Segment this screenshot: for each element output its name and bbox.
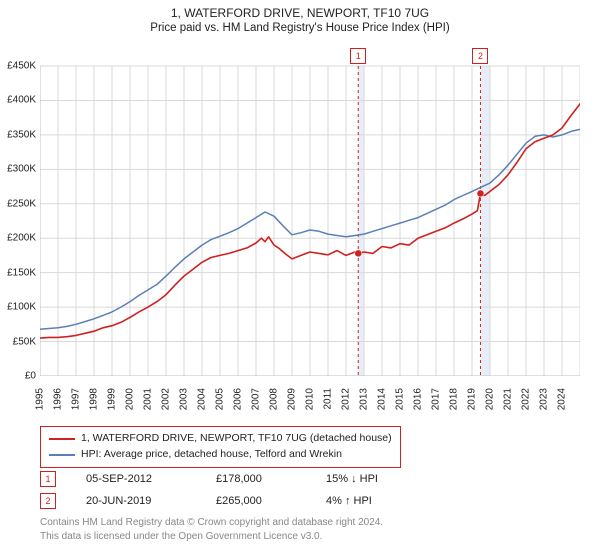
legend-label: 1, WATERFORD DRIVE, NEWPORT, TF10 7UG (d… xyxy=(81,431,392,447)
x-tick-label: 2016 xyxy=(413,388,424,410)
footer-line-1: Contains HM Land Registry data © Crown c… xyxy=(40,516,383,530)
x-tick-label: 2020 xyxy=(485,388,496,410)
x-tick-label: 2018 xyxy=(449,388,460,410)
sales-table: 1 05-SEP-2012 £178,000 15% ↓ HPI 2 20-JUN-201… xyxy=(40,468,416,512)
x-tick-label: 2017 xyxy=(431,388,442,410)
x-tick-label: 2023 xyxy=(539,388,550,410)
x-tick-label: 2010 xyxy=(305,388,316,410)
x-tick-label: 2015 xyxy=(395,388,406,410)
y-tick-label: £250K xyxy=(7,198,36,209)
sale-marker: 1 xyxy=(40,471,56,487)
x-tick-label: 2004 xyxy=(197,388,208,410)
sale-marker: 2 xyxy=(40,493,56,509)
title-address: 1, WATERFORD DRIVE, NEWPORT, TF10 7UG xyxy=(0,0,600,20)
sale-price: £178,000 xyxy=(216,473,296,485)
y-tick-label: £300K xyxy=(7,164,36,175)
x-tick-label: 2001 xyxy=(143,388,154,410)
x-tick-label: 2024 xyxy=(557,388,568,410)
y-tick-label: £50K xyxy=(13,336,36,347)
footer: Contains HM Land Registry data © Crown c… xyxy=(40,516,383,543)
title-subtitle: Price paid vs. HM Land Registry's House … xyxy=(0,20,600,34)
footer-line-2: This data is licensed under the Open Gov… xyxy=(40,530,383,544)
x-tick-label: 2007 xyxy=(251,388,262,410)
y-tick-label: £200K xyxy=(7,233,36,244)
x-tick-label: 1997 xyxy=(71,388,82,410)
legend: 1, WATERFORD DRIVE, NEWPORT, TF10 7UG (d… xyxy=(40,426,401,468)
titles: 1, WATERFORD DRIVE, NEWPORT, TF10 7UG Pr… xyxy=(0,0,600,34)
x-tick-label: 2011 xyxy=(323,388,334,410)
y-tick-label: £400K xyxy=(7,95,36,106)
sale-price: £265,000 xyxy=(216,495,296,507)
x-tick-label: 2013 xyxy=(359,388,370,410)
legend-item: HPI: Average price, detached house, Telf… xyxy=(49,447,392,463)
x-tick-label: 2009 xyxy=(287,388,298,410)
x-tick-label: 2003 xyxy=(179,388,190,410)
x-tick-label: 1995 xyxy=(35,388,46,410)
x-tick-label: 1999 xyxy=(107,388,118,410)
sale-row: 2 20-JUN-2019 £265,000 4% ↑ HPI xyxy=(40,490,416,512)
sale-row: 1 05-SEP-2012 £178,000 15% ↓ HPI xyxy=(40,468,416,490)
sale-date: 05-SEP-2012 xyxy=(86,473,186,485)
y-tick-label: £100K xyxy=(7,302,36,313)
x-tick-label: 2012 xyxy=(341,388,352,410)
x-tick-label: 1996 xyxy=(53,388,64,410)
y-tick-label: £450K xyxy=(7,61,36,72)
legend-swatch xyxy=(49,454,75,456)
sale-date: 20-JUN-2019 xyxy=(86,495,186,507)
page: 1, WATERFORD DRIVE, NEWPORT, TF10 7UG Pr… xyxy=(0,0,600,560)
x-tick-label: 1998 xyxy=(89,388,100,410)
x-tick-label: 2006 xyxy=(233,388,244,410)
sale-delta: 4% ↑ HPI xyxy=(326,495,416,507)
y-tick-label: £150K xyxy=(7,267,36,278)
legend-item: 1, WATERFORD DRIVE, NEWPORT, TF10 7UG (d… xyxy=(49,431,392,447)
legend-label: HPI: Average price, detached house, Telf… xyxy=(81,447,342,463)
x-tick-label: 2014 xyxy=(377,388,388,410)
x-tick-label: 2000 xyxy=(125,388,136,410)
legend-swatch xyxy=(49,438,75,440)
y-tick-label: £350K xyxy=(7,129,36,140)
x-tick-label: 2002 xyxy=(161,388,172,410)
sale-marker-1: 1 xyxy=(350,48,366,64)
y-tick-label: £0 xyxy=(25,371,36,382)
x-tick-label: 2021 xyxy=(503,388,514,410)
x-tick-label: 2022 xyxy=(521,388,532,410)
x-tick-label: 2005 xyxy=(215,388,226,410)
x-tick-label: 2008 xyxy=(269,388,280,410)
chart: 12 xyxy=(40,46,580,376)
x-tick-label: 2019 xyxy=(467,388,478,410)
sale-delta: 15% ↓ HPI xyxy=(326,473,416,485)
chart-svg xyxy=(40,46,580,376)
sale-marker-2: 2 xyxy=(472,48,488,64)
